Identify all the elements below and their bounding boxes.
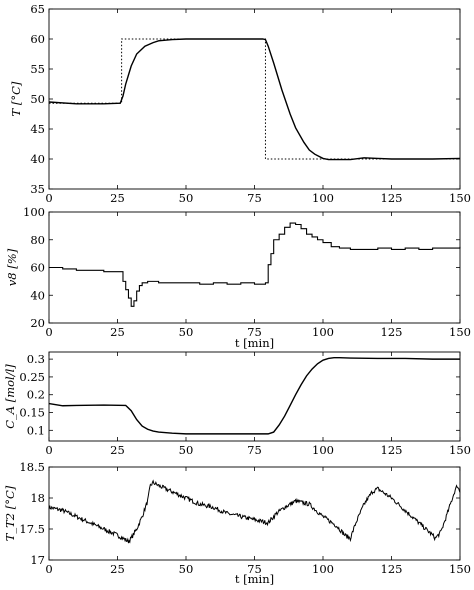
y-tick-label: 0.1 (27, 423, 45, 437)
series-line (48, 479, 461, 544)
y-tick-label: 0.15 (19, 406, 45, 420)
x-axis-label: t [min] (235, 572, 274, 586)
y-tick-label: 65 (30, 2, 45, 16)
y-axis-label: v8 [%] (5, 248, 19, 286)
x-tick-label: 25 (110, 191, 125, 205)
x-tick-label: 150 (449, 191, 471, 205)
x-axis-label: t [min] (235, 336, 274, 350)
y-tick-label: 0.2 (27, 388, 45, 402)
y-tick-label: 20 (30, 316, 45, 330)
y-tick-label: 17.5 (19, 522, 45, 536)
y-tick-label: 18.5 (19, 460, 45, 474)
series-line (48, 356, 460, 435)
x-tick-label: 0 (45, 325, 52, 339)
x-tick-label: 0 (45, 443, 52, 457)
y-tick-label: 17 (30, 553, 45, 567)
y-tick-label: 55 (30, 62, 45, 76)
x-tick-label: 50 (179, 325, 194, 339)
x-tick-label: 125 (381, 562, 403, 576)
x-tick-label: 150 (449, 562, 471, 576)
plot-frame (48, 351, 461, 442)
x-tick-label: 75 (247, 443, 262, 457)
plot-frame (48, 211, 461, 324)
x-tick-label: 125 (381, 325, 403, 339)
x-tick-label: 100 (312, 191, 334, 205)
y-tick-label: 80 (30, 233, 45, 247)
y-axis-label: T_T2 [°C] (3, 485, 17, 541)
y-tick-label: 40 (30, 288, 45, 302)
y-tick-label: 60 (30, 261, 45, 275)
x-tick-label: 25 (110, 443, 125, 457)
chart-panel-4: 0 25 50 75 100 125 150 17 17.5 18 18.5T_T2 [°C] t [… (3, 460, 471, 586)
y-tick-label: 35 (30, 182, 45, 196)
x-tick-label: 50 (179, 191, 194, 205)
x-tick-label: 125 (381, 191, 403, 205)
y-axis-label: C_A [mol/l] (3, 364, 17, 429)
x-tick-label: 75 (247, 325, 262, 339)
x-tick-label: 100 (312, 562, 334, 576)
series-line (48, 38, 461, 161)
y-tick-label: 40 (30, 152, 45, 166)
plot-frame (48, 466, 461, 561)
x-tick-label: 75 (247, 191, 262, 205)
chart-panel-1: 0 25 50 75 100 125 150 35 40 45 50 55 60 65 T [°C] (9, 2, 471, 205)
y-tick-label: 100 (23, 205, 45, 219)
setpoint-line (49, 38, 460, 160)
y-tick-label: 0.25 (19, 370, 45, 384)
y-tick-label: 60 (30, 32, 45, 46)
x-tick-label: 50 (179, 443, 194, 457)
x-tick-label: 50 (179, 562, 194, 576)
chart-panel-3: 0 25 50 75 100 125 150 0.1 0.15 0.2 0.25 0.3 C_A [mo… (3, 351, 471, 457)
x-tick-label: 75 (247, 562, 262, 576)
x-tick-label: 0 (45, 562, 52, 576)
x-tick-label: 150 (449, 325, 471, 339)
x-tick-label: 100 (312, 325, 334, 339)
y-tick-label: 18 (30, 491, 45, 505)
plot-frame (48, 8, 461, 190)
chart-panel-2: 0 25 50 75 100 125 150 20 40 60 80 100 v8 [%] t [min] (5, 205, 471, 350)
x-tick-label: 125 (381, 443, 403, 457)
y-axis-label: T [°C] (9, 81, 23, 116)
x-tick-label: 0 (45, 191, 52, 205)
x-tick-label: 25 (110, 562, 125, 576)
y-tick-label: 0.3 (27, 352, 45, 366)
y-tick-label: 50 (30, 92, 45, 106)
x-tick-label: 25 (110, 325, 125, 339)
x-tick-label: 150 (449, 443, 471, 457)
series-line (49, 222, 461, 307)
y-tick-label: 45 (30, 122, 45, 136)
x-tick-label: 100 (312, 443, 334, 457)
